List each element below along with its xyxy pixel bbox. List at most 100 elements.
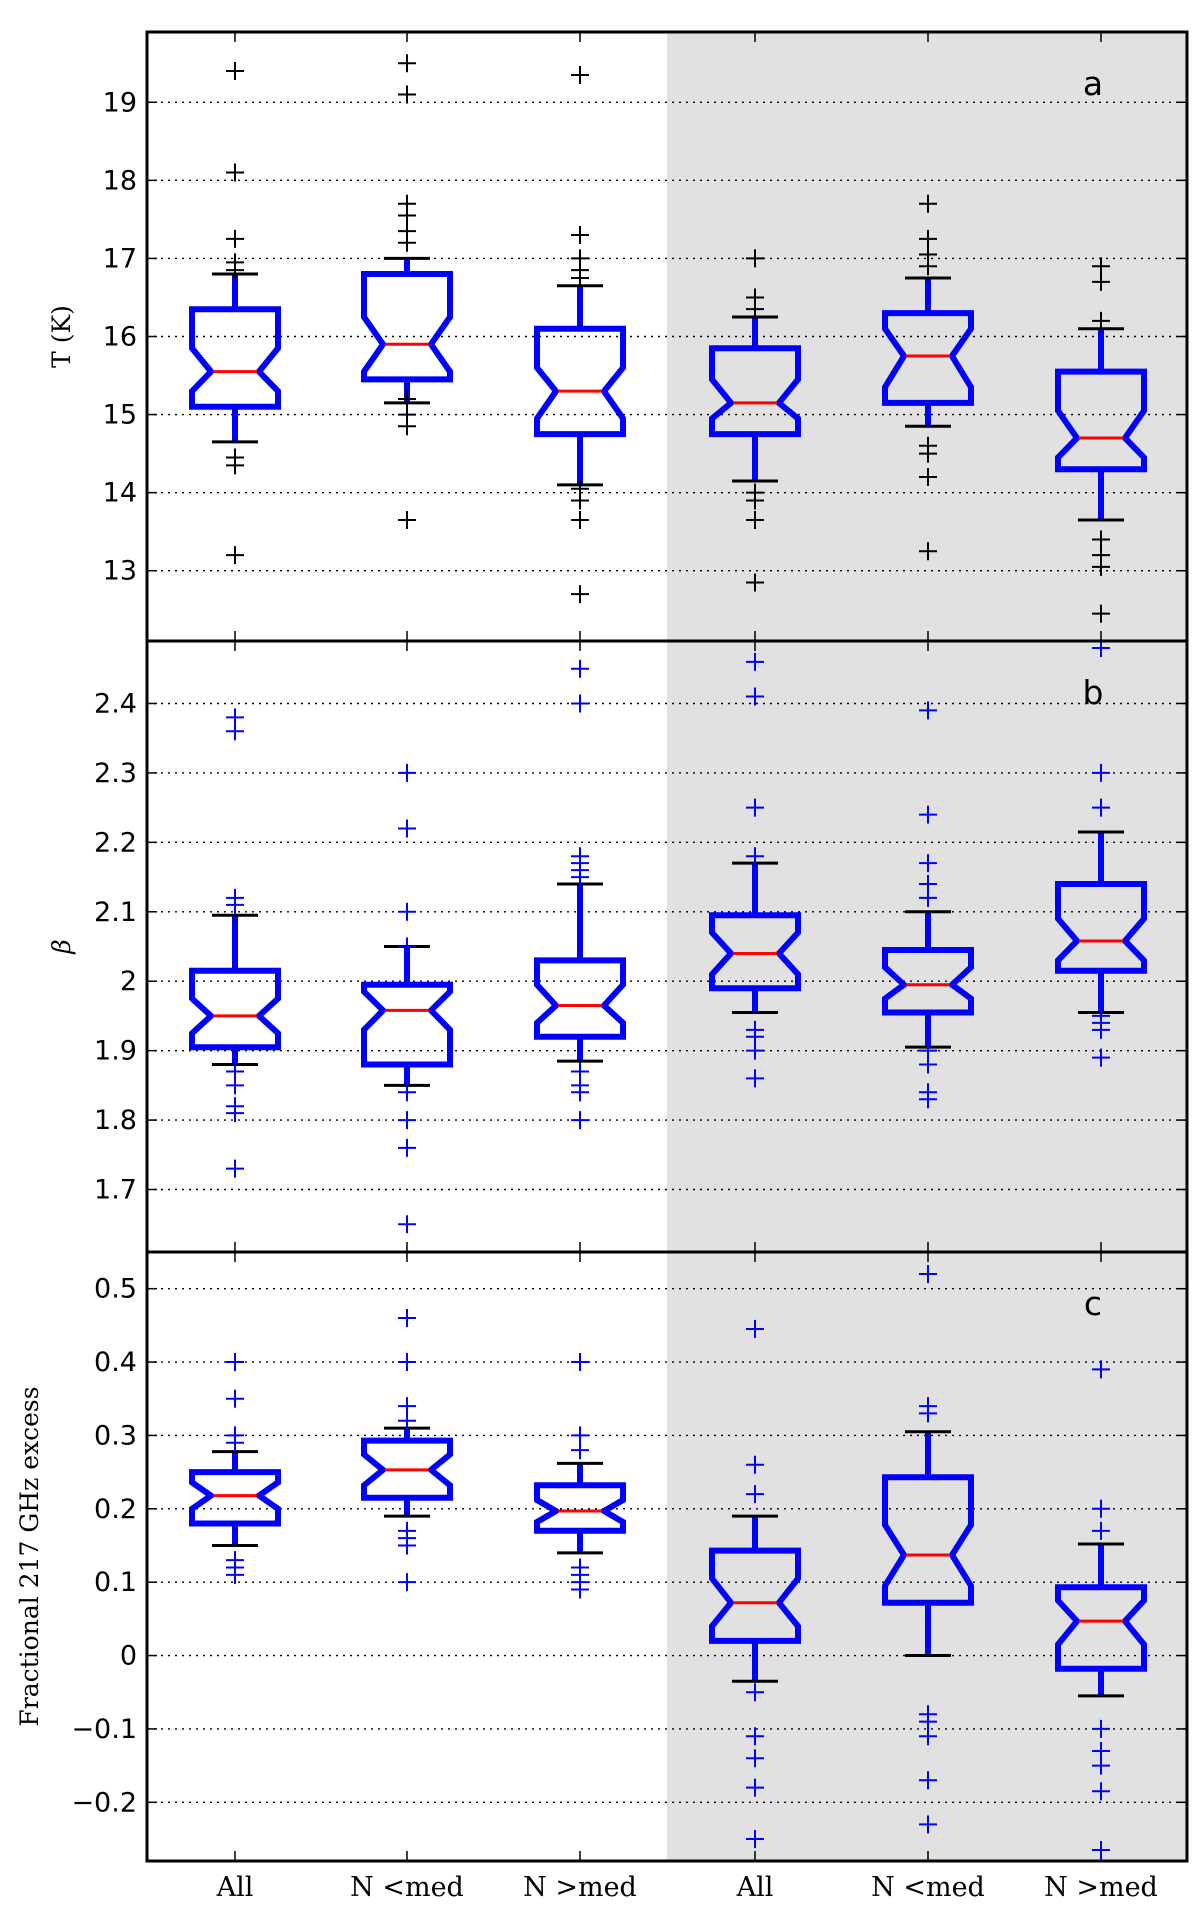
- flier-point: [398, 937, 416, 956]
- flier-point: [226, 163, 244, 182]
- y-tick-label: 2.3: [94, 758, 137, 789]
- flier-point: [226, 261, 244, 280]
- flier-point: [919, 444, 937, 463]
- flier-point: [398, 1309, 416, 1328]
- y-tick-label: 0: [120, 1641, 137, 1672]
- notched-box: [534, 325, 626, 438]
- flier-point: [746, 491, 764, 510]
- flier-point: [1092, 1048, 1110, 1067]
- flier-point: [1092, 604, 1110, 623]
- flier-point: [746, 798, 764, 817]
- flier-point: [571, 1580, 589, 1599]
- flier-point: [919, 1265, 937, 1284]
- y-tick-label: −0.1: [71, 1714, 137, 1745]
- y-axis-label: β: [47, 939, 76, 954]
- panel-label: c: [1084, 1284, 1102, 1323]
- flier-point: [398, 510, 416, 529]
- flier-point: [746, 1749, 764, 1768]
- flier-point: [226, 895, 244, 914]
- flier-point: [398, 389, 416, 408]
- flier-point: [746, 573, 764, 592]
- notched-box: [361, 1437, 453, 1501]
- flier-point: [571, 268, 589, 287]
- flier-point: [571, 510, 589, 529]
- panel-c: −0.2 −0.1 0 0.1 0.2 0.3 0.4 0.5 c Fractional 217 …: [15, 1250, 1189, 1863]
- notched-box: [709, 912, 801, 992]
- x-tick-label: N <med: [350, 1872, 464, 1903]
- box-1: [189, 708, 281, 1178]
- flier-point: [919, 805, 937, 824]
- notched-box: [361, 271, 453, 383]
- notched-box: [534, 1482, 626, 1534]
- y-tick-label: 2.2: [94, 827, 137, 858]
- flier-point: [398, 1536, 416, 1555]
- flier-point: [1092, 1782, 1110, 1801]
- flier-point: [1092, 798, 1110, 817]
- flier-point: [919, 888, 937, 907]
- y-axis-label: Fractional 217 GHz excess: [15, 1386, 44, 1726]
- flier-point: [226, 1565, 244, 1584]
- y-tick-label: 0.4: [94, 1347, 137, 1378]
- flier-point: [226, 1104, 244, 1123]
- flier-point: [571, 868, 589, 887]
- notched-box: [882, 947, 974, 1016]
- box-4: [709, 1320, 801, 1848]
- y-axis-label: T (K): [47, 305, 76, 368]
- flier-point: [398, 85, 416, 104]
- flier-point: [226, 456, 244, 475]
- box-2: [361, 54, 453, 529]
- y-tick-label: 1.9: [94, 1036, 137, 1067]
- panel-label: b: [1083, 673, 1104, 712]
- flier-point: [746, 300, 764, 319]
- flier-point: [919, 701, 937, 720]
- flier-point: [398, 417, 416, 436]
- flier-point: [746, 1069, 764, 1088]
- notched-box: [189, 967, 281, 1051]
- flier-point: [746, 1683, 764, 1702]
- box-6: [1055, 638, 1147, 1067]
- flier-point: [571, 65, 589, 84]
- flier-point: [1092, 1360, 1110, 1379]
- notched-box: [534, 957, 626, 1040]
- y-tick-label: 18: [103, 165, 137, 196]
- y-tick-label: 2: [120, 966, 137, 997]
- notched-box: [1055, 1584, 1147, 1672]
- notched-box: [709, 1547, 801, 1644]
- flier-point: [746, 652, 764, 671]
- notched-box: [189, 306, 281, 410]
- flier-point: [919, 542, 937, 561]
- flier-point: [571, 659, 589, 678]
- panel-a: 13 14 15 16 17 18 19 a T (K): [47, 30, 1189, 643]
- box-6: [1055, 257, 1147, 623]
- flier-point: [746, 1485, 764, 1504]
- flier-point: [746, 1320, 764, 1339]
- flier-point: [1092, 272, 1110, 291]
- y-tick-label: 0.3: [94, 1420, 137, 1451]
- flier-point: [1092, 1756, 1110, 1775]
- flier-point: [398, 206, 416, 225]
- flier-point: [746, 1455, 764, 1474]
- flier-point: [919, 257, 937, 276]
- flier-point: [746, 249, 764, 268]
- flier-point: [571, 226, 589, 244]
- flier-point: [919, 468, 937, 487]
- flier-point: [226, 229, 244, 248]
- notched-box: [709, 345, 801, 438]
- flier-point: [919, 1771, 937, 1790]
- flier-point: [398, 1111, 416, 1130]
- flier-point: [746, 847, 764, 866]
- box-5: [882, 194, 974, 561]
- flier-point: [398, 1573, 416, 1592]
- flier-point: [919, 1727, 937, 1746]
- flier-point: [746, 1041, 764, 1060]
- y-tick-label: 15: [103, 400, 137, 431]
- box-2: [361, 1309, 453, 1592]
- y-tick-label: 1.8: [94, 1105, 137, 1136]
- flier-point: [919, 1090, 937, 1109]
- flier-point: [1092, 1521, 1110, 1540]
- panel-label: a: [1083, 64, 1103, 103]
- box-1: [189, 62, 281, 565]
- flier-point: [398, 1083, 416, 1102]
- flier-point: [746, 687, 764, 706]
